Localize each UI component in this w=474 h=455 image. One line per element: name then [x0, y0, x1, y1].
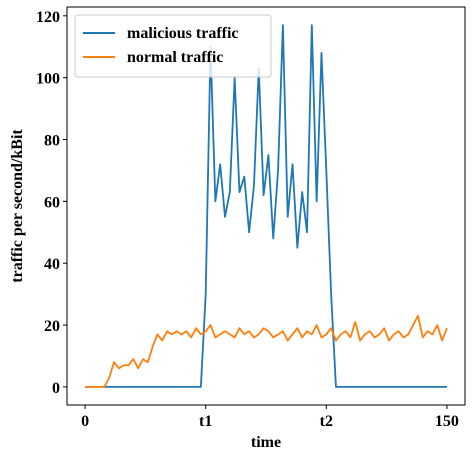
x-axis-label: time [251, 434, 281, 451]
x-tick-label: t2 [320, 413, 333, 430]
y-tick-label: 0 [52, 380, 60, 397]
y-tick-label: 40 [44, 256, 60, 273]
y-tick-label: 100 [36, 71, 60, 88]
y-tick-label: 120 [36, 9, 60, 26]
x-tick-label: t1 [199, 413, 212, 430]
legend-box [74, 14, 272, 78]
y-tick-label: 60 [44, 194, 60, 211]
x-tick-label: 0 [81, 413, 89, 430]
x-tick-label: 150 [435, 413, 459, 430]
line-series [85, 24, 447, 388]
legend-label: malicious traffic [127, 25, 239, 42]
y-axis-label: traffic per second/kBit [9, 129, 26, 283]
axes-frame [66, 6, 466, 406]
legend-label: normal traffic [127, 49, 223, 66]
line-series [85, 314, 448, 388]
y-tick-label: 20 [44, 318, 60, 335]
y-tick-label: 80 [44, 133, 60, 150]
